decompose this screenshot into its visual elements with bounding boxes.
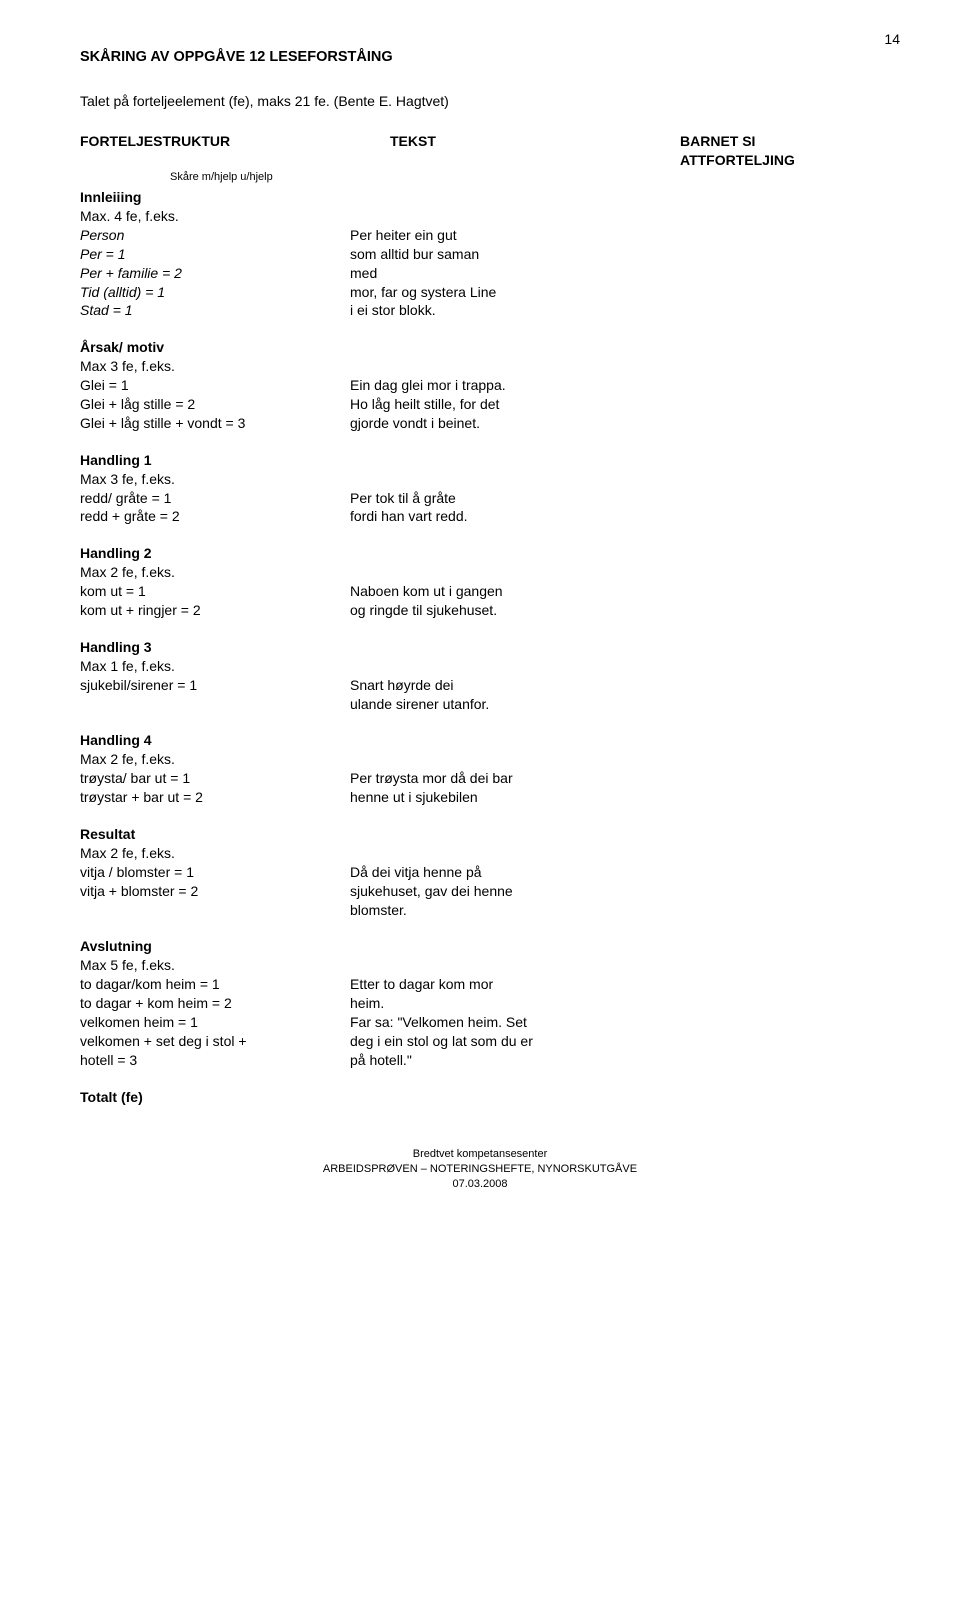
arsak-r2: gjorde vondt i beinet. [350, 414, 630, 433]
handling2-max: Max 2 fe, f.eks. [80, 563, 350, 582]
subtitle: Talet på forteljeelement (fe), maks 21 f… [80, 92, 880, 111]
section-handling2: Handling 2 Max 2 fe, f.eks. kom ut = 1 k… [80, 544, 880, 620]
header-right-1: BARNET SI [680, 133, 755, 149]
resultat-max: Max 2 fe, f.eks. [80, 844, 350, 863]
avslutning-l1: to dagar + kom heim = 2 [80, 994, 350, 1013]
innleiing-max: Max. 4 fe, f.eks. [80, 207, 350, 226]
handling1-l1: redd + gråte = 2 [80, 507, 350, 526]
handling3-l0: sjukebil/sirener = 1 [80, 676, 350, 695]
avslutning-r4: på hotell." [350, 1051, 630, 1070]
avslutning-max: Max 5 fe, f.eks. [80, 956, 350, 975]
page-number: 14 [884, 30, 900, 49]
arsak-l2: Glei + låg stille + vondt = 3 [80, 414, 350, 433]
header-right: BARNET SI ATTFORTELJING [680, 132, 880, 170]
avslutning-l0: to dagar/kom heim = 1 [80, 975, 350, 994]
section-avslutning: Avslutning Max 5 fe, f.eks. to dagar/kom… [80, 937, 880, 1069]
handling3-r1: ulande sirener utanfor. [350, 695, 630, 714]
total-label: Totalt (fe) [80, 1088, 880, 1107]
innleiing-label: Innleiiing [80, 188, 350, 207]
section-innleiing: Innleiiing Max. 4 fe, f.eks. Person Per … [80, 188, 880, 320]
avslutning-l3: velkomen + set deg i stol + [80, 1032, 350, 1051]
avslutning-r0: Etter to dagar kom mor [350, 975, 630, 994]
avslutning-r2: Far sa: "Velkomen heim. Set [350, 1013, 630, 1032]
innleiing-r2: med [350, 264, 630, 283]
arsak-max: Max 3 fe, f.eks. [80, 357, 350, 376]
innleiing-l2: Per + familie = 2 [80, 264, 350, 283]
avslutning-l2: velkomen heim = 1 [80, 1013, 350, 1032]
innleiing-l1: Per = 1 [80, 245, 350, 264]
innleiing-r4: i ei stor blokk. [350, 301, 630, 320]
handling2-r0: Naboen kom ut i gangen [350, 582, 630, 601]
handling1-label: Handling 1 [80, 451, 350, 470]
arsak-r0: Ein dag glei mor i trappa. [350, 376, 630, 395]
resultat-r2: blomster. [350, 901, 630, 920]
avslutning-r1: heim. [350, 994, 630, 1013]
handling3-label: Handling 3 [80, 638, 350, 657]
handling1-r1: fordi han vart redd. [350, 507, 630, 526]
avslutning-r3: deg i ein stol og lat som du er [350, 1032, 630, 1051]
handling4-l1: trøystar + bar ut = 2 [80, 788, 350, 807]
handling2-label: Handling 2 [80, 544, 350, 563]
footer-line3: 07.03.2008 [80, 1177, 880, 1192]
innleiing-l4: Stad = 1 [80, 301, 350, 320]
avslutning-l4: hotell = 3 [80, 1051, 350, 1070]
resultat-l1: vitja + blomster = 2 [80, 882, 350, 901]
skare-line: Skåre m/hjelp u/hjelp [170, 170, 880, 185]
arsak-l0: Glei = 1 [80, 376, 350, 395]
section-resultat: Resultat Max 2 fe, f.eks. vitja / blomst… [80, 825, 880, 919]
section-handling1: Handling 1 Max 3 fe, f.eks. redd/ gråte … [80, 451, 880, 527]
innleiing-r3: mor, far og systera Line [350, 283, 630, 302]
header-right-2: ATTFORTELJING [680, 152, 795, 168]
resultat-r0: Då dei vitja henne på [350, 863, 630, 882]
arsak-r1: Ho låg heilt stille, for det [350, 395, 630, 414]
handling2-l1: kom ut + ringjer = 2 [80, 601, 350, 620]
handling2-l0: kom ut = 1 [80, 582, 350, 601]
innleiing-r1: som alltid bur saman [350, 245, 630, 264]
avslutning-label: Avslutning [80, 937, 350, 956]
section-handling3: Handling 3 Max 1 fe, f.eks. sjukebil/sir… [80, 638, 880, 714]
handling4-r1: henne ut i sjukebilen [350, 788, 630, 807]
handling4-l0: trøysta/ bar ut = 1 [80, 769, 350, 788]
handling4-r0: Per trøysta mor då dei bar [350, 769, 630, 788]
handling4-max: Max 2 fe, f.eks. [80, 750, 350, 769]
header-left: FORTELJESTRUKTUR [80, 132, 350, 170]
main-title: SKÅRING AV OPPGÅVE 12 LESEFORSTÅING [80, 48, 880, 68]
resultat-r1: sjukehuset, gav dei henne [350, 882, 630, 901]
arsak-l1: Glei + låg stille = 2 [80, 395, 350, 414]
handling2-r1: og ringde til sjukehuset. [350, 601, 630, 620]
resultat-l0: vitja / blomster = 1 [80, 863, 350, 882]
handling1-max: Max 3 fe, f.eks. [80, 470, 350, 489]
innleiing-l0: Person [80, 226, 350, 245]
footer-line2: ARBEIDSPRØVEN – NOTERINGSHEFTE, NYNORSKU… [80, 1162, 880, 1177]
innleiing-l3: Tid (alltid) = 1 [80, 283, 350, 302]
column-headers: FORTELJESTRUKTUR TEKST BARNET SI ATTFORT… [80, 132, 880, 170]
handling1-l0: redd/ gråte = 1 [80, 489, 350, 508]
section-arsak: Årsak/ motiv Max 3 fe, f.eks. Glei = 1 G… [80, 338, 880, 432]
section-handling4: Handling 4 Max 2 fe, f.eks. trøysta/ bar… [80, 731, 880, 807]
header-mid: TEKST [390, 132, 640, 170]
arsak-label: Årsak/ motiv [80, 338, 350, 357]
footer-line1: Bredtvet kompetansesenter [80, 1147, 880, 1162]
innleiing-r0: Per heiter ein gut [350, 226, 630, 245]
resultat-label: Resultat [80, 825, 350, 844]
handling1-r0: Per tok til å gråte [350, 489, 630, 508]
handling3-max: Max 1 fe, f.eks. [80, 657, 350, 676]
handling3-r0: Snart høyrde dei [350, 676, 630, 695]
footer: Bredtvet kompetansesenter ARBEIDSPRØVEN … [80, 1147, 880, 1193]
handling4-label: Handling 4 [80, 731, 350, 750]
